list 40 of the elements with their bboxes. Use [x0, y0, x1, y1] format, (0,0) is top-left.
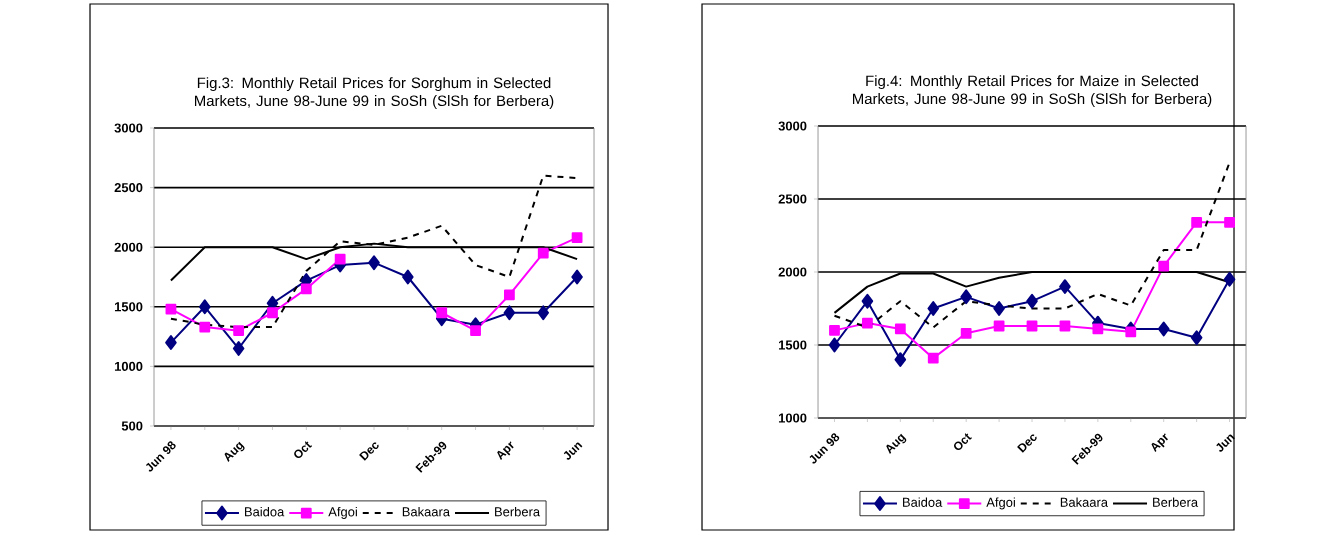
point	[993, 301, 1005, 316]
point	[927, 352, 939, 364]
point	[199, 321, 211, 333]
point	[1224, 216, 1235, 228]
point	[504, 289, 515, 301]
point	[503, 305, 516, 321]
point	[300, 283, 312, 295]
point	[537, 305, 550, 321]
point	[571, 269, 583, 285]
point	[165, 303, 177, 315]
point	[894, 352, 907, 367]
point	[537, 247, 549, 259]
point	[1157, 321, 1170, 337]
point	[368, 255, 380, 271]
point	[960, 327, 972, 339]
point	[1059, 279, 1071, 294]
point	[267, 307, 278, 319]
point	[334, 253, 346, 265]
point	[1158, 260, 1170, 272]
point	[402, 269, 414, 285]
point	[1223, 271, 1236, 287]
point	[198, 299, 211, 315]
point	[1190, 330, 1203, 346]
point	[165, 335, 177, 350]
point	[1026, 293, 1038, 309]
point	[233, 325, 245, 337]
point	[894, 323, 906, 335]
point	[960, 289, 972, 305]
point	[436, 307, 448, 319]
point	[571, 232, 583, 244]
point	[861, 293, 874, 309]
point	[862, 317, 873, 329]
point	[828, 337, 841, 353]
point	[470, 325, 481, 337]
point	[927, 301, 940, 316]
point	[1125, 326, 1137, 338]
point	[1191, 216, 1203, 228]
point	[232, 341, 245, 356]
point	[1092, 323, 1104, 335]
point	[829, 325, 840, 336]
